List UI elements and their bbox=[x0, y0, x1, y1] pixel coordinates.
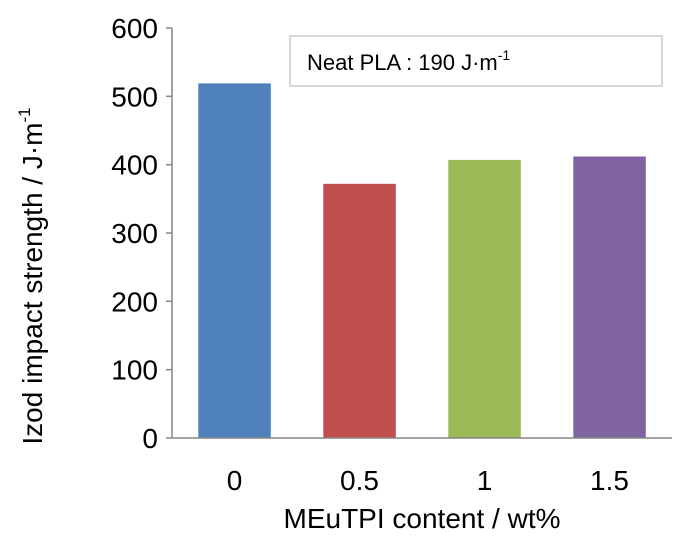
y-tick-label: 500 bbox=[111, 81, 158, 112]
annotation-box bbox=[289, 35, 663, 87]
y-axis-label-superscript: -1 bbox=[15, 107, 34, 122]
y-tick-labels: 0 100 200 300 400 500 600 bbox=[111, 13, 158, 454]
bars bbox=[198, 83, 646, 439]
y-tick-marks bbox=[166, 27, 172, 439]
y-tick-label: 0 bbox=[142, 423, 158, 454]
x-tick-label: 1.5 bbox=[590, 465, 629, 496]
bar-1 bbox=[448, 159, 521, 438]
bar-0-5 bbox=[323, 183, 396, 438]
y-tick-label: 400 bbox=[111, 150, 158, 181]
y-axis-label: Izod impact strength / J·m-1 bbox=[15, 107, 48, 444]
bar-1-5 bbox=[573, 156, 646, 438]
y-axis-label-main: Izod impact strength / J·m bbox=[17, 123, 48, 445]
annotation-superscript: -1 bbox=[498, 47, 511, 63]
x-tick-label: 0.5 bbox=[340, 465, 379, 496]
y-tick-label: 100 bbox=[111, 355, 158, 386]
x-axis-label: MEuTPI content / wt% bbox=[284, 503, 561, 534]
x-tick-label: 1 bbox=[477, 465, 493, 496]
x-tick-labels: 0 0.5 1 1.5 bbox=[227, 465, 629, 496]
annotation-main: Neat PLA : 190 J·m bbox=[307, 50, 498, 75]
y-tick-label: 300 bbox=[111, 218, 158, 249]
x-tick-label: 0 bbox=[227, 465, 243, 496]
annotation-text: Neat PLA : 190 J·m-1 bbox=[307, 47, 510, 75]
y-tick-label: 600 bbox=[111, 13, 158, 44]
bar-0 bbox=[198, 83, 271, 439]
y-tick-label: 200 bbox=[111, 286, 158, 317]
